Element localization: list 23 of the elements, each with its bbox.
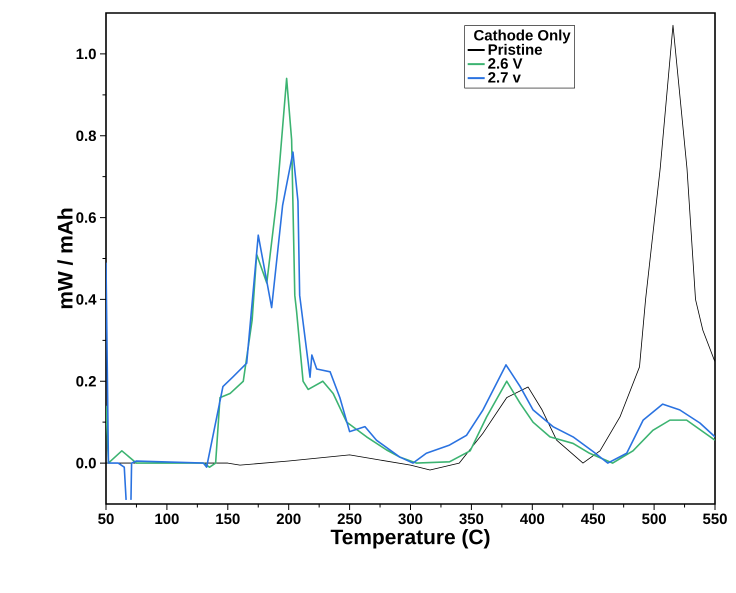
y-axis-title: mW / mAh: [57, 208, 73, 308]
x-tick-label: 400: [520, 514, 544, 524]
legend-label: 2.7 v: [488, 72, 521, 83]
x-tick-label: 300: [398, 514, 422, 524]
x-tick-label: 550: [702, 514, 727, 524]
y-tick-label: 1.0: [76, 48, 96, 60]
x-axis-title: Temperature (C): [330, 528, 490, 548]
x-tick-label: 500: [642, 514, 666, 524]
x-tick-label: 150: [216, 514, 240, 524]
legend-title: Cathode Only: [474, 30, 571, 44]
x-tick-label: 450: [580, 514, 606, 524]
x-tick-label: 100: [155, 514, 179, 524]
y-tick-label: 0.6: [76, 212, 96, 223]
x-tick-label: 250: [338, 514, 362, 524]
legend-label: 2.6 V: [488, 58, 522, 69]
x-tick-label: 50: [98, 514, 114, 524]
legend-label: Pristine: [488, 44, 542, 55]
y-tick-label: 0.8: [76, 130, 96, 142]
y-tick-label: 0.4: [76, 294, 96, 305]
x-tick-label: 200: [276, 514, 301, 524]
y-tick-label: 0.2: [76, 376, 96, 387]
y-tick-label: 0.0: [76, 458, 96, 468]
x-tick-label: 350: [459, 514, 484, 524]
